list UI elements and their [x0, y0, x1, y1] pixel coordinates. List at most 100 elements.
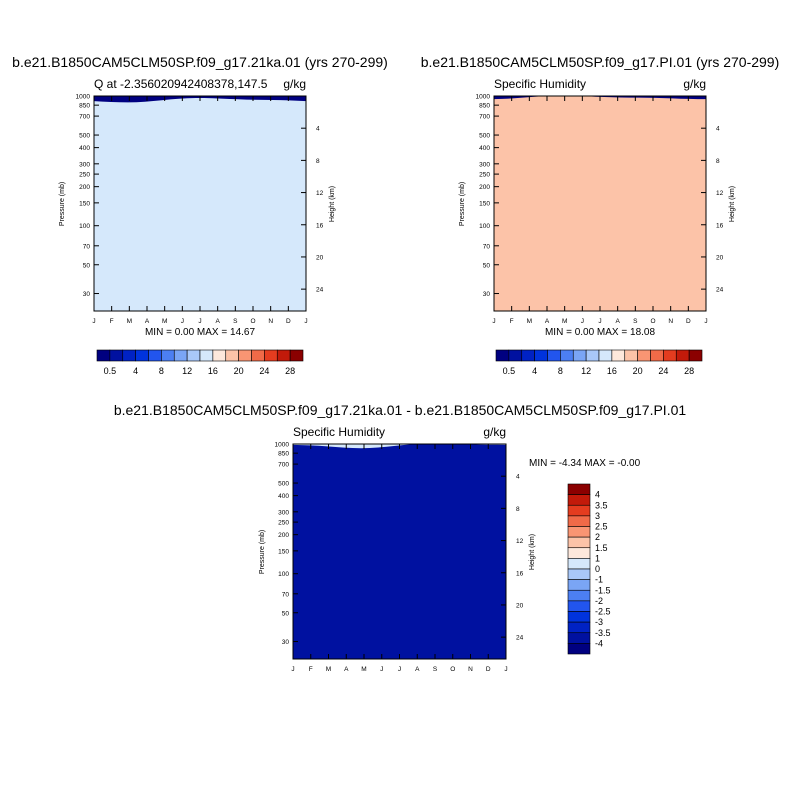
- y2-tick-label: 12: [516, 538, 524, 545]
- y-tick-label: 100: [479, 223, 490, 230]
- panel-1-y-axis-label: Pressure (mb): [59, 182, 66, 226]
- y-tick-label: 200: [479, 184, 490, 191]
- colorbar-box: [109, 349, 124, 362]
- x-tick-label: M: [361, 666, 366, 673]
- colorbar-box: [567, 568, 591, 580]
- colorbar-box: [650, 349, 664, 362]
- colorbar-box: [276, 349, 291, 362]
- x-tick-label: D: [686, 318, 691, 325]
- x-tick-label: A: [415, 666, 420, 673]
- colorbar-box: [251, 349, 265, 362]
- x-tick-label: S: [233, 318, 238, 325]
- x-tick-label: N: [268, 318, 273, 325]
- x-tick-label: A: [615, 318, 620, 325]
- panel-1-colorbar: 0.5 4 8 12 16 20 24 28: [96, 349, 304, 376]
- y-tick-label: 300: [278, 509, 289, 516]
- y-tick-label: 200: [79, 184, 90, 191]
- x-tick-label: M: [527, 318, 532, 325]
- y-tick-label: 30: [282, 639, 290, 646]
- y2-tick-label: 24: [316, 287, 324, 294]
- x-tick-label: M: [562, 318, 567, 325]
- contour-band: [94, 98, 306, 311]
- y2-tick-label: 12: [716, 190, 724, 197]
- y-tick-label: 250: [479, 172, 490, 179]
- x-tick-label: A: [545, 318, 550, 325]
- panel-3-colorbar: 43.532.521.510-1-1.5-2-2.5-3-3.5-4: [567, 483, 611, 655]
- x-tick-label: M: [326, 666, 331, 673]
- colorbar-box: [534, 349, 548, 362]
- x-tick-label: J: [198, 318, 201, 325]
- panel-2-title: b.e21.B1850CAM5CLM50SP.f09_g17.PI.01 (yr…: [421, 54, 780, 70]
- y2-tick-label: 4: [716, 126, 720, 133]
- y2-tick-label: 12: [316, 190, 324, 197]
- colorbar-label: -4: [595, 638, 603, 648]
- colorbar-label: -2: [595, 596, 603, 606]
- y2-tick-label: 8: [516, 506, 520, 513]
- x-tick-label: D: [486, 666, 491, 673]
- x-tick-label: O: [650, 318, 655, 325]
- colorbar-label: 3.5: [595, 500, 608, 510]
- y2-tick-label: 16: [716, 222, 724, 229]
- colorbar-box: [688, 349, 703, 362]
- y-tick-label: 100: [79, 223, 90, 230]
- x-tick-label: M: [127, 318, 132, 325]
- panel-3-right-label: g/kg: [483, 425, 506, 439]
- colorbar-box: [567, 632, 591, 644]
- y-tick-label: 70: [83, 243, 91, 250]
- x-tick-label: D: [286, 318, 291, 325]
- colorbar-label: -1.5: [595, 585, 611, 595]
- y-tick-label: 300: [479, 161, 490, 168]
- colorbar-label: 4: [133, 366, 138, 376]
- y2-tick-label: 20: [316, 254, 324, 261]
- x-tick-label: F: [110, 318, 114, 325]
- x-tick-label: J: [581, 318, 584, 325]
- y-tick-label: 150: [479, 200, 490, 207]
- panel-3-y2-axis-label: Height (km): [529, 534, 536, 570]
- panel-3-left-label: Specific Humidity: [293, 425, 385, 439]
- colorbar-label: 1.5: [595, 543, 608, 553]
- colorbar-box: [96, 349, 111, 362]
- colorbar-box: [148, 349, 162, 362]
- x-tick-label: M: [162, 318, 167, 325]
- colorbar-box: [264, 349, 278, 362]
- colorbar-label: 1: [595, 553, 600, 563]
- x-tick-label: S: [633, 318, 638, 325]
- colorbar-box: [199, 349, 214, 362]
- colorbar-box: [560, 349, 574, 362]
- colorbar-box: [547, 349, 561, 362]
- panel-2-left-label: Specific Humidity: [494, 77, 586, 91]
- y-tick-label: 850: [79, 103, 90, 110]
- y-tick-label: 500: [479, 133, 490, 140]
- y2-tick-label: 8: [316, 158, 320, 165]
- colorbar-label: 12: [182, 366, 192, 376]
- x-tick-label: N: [468, 666, 473, 673]
- x-tick-label: J: [291, 666, 294, 673]
- x-tick-label: J: [704, 318, 707, 325]
- y-tick-label: 400: [278, 493, 289, 500]
- colorbar-box: [637, 349, 651, 362]
- colorbar-box: [567, 515, 591, 527]
- y-tick-label: 70: [282, 591, 290, 598]
- y-tick-label: 400: [79, 145, 90, 152]
- panel-3-minmax: MIN = -4.34 MAX = -0.00: [529, 458, 641, 469]
- colorbar-box: [585, 349, 600, 362]
- y2-tick-label: 4: [516, 474, 520, 481]
- y2-tick-label: 8: [716, 158, 720, 165]
- x-tick-label: J: [304, 318, 307, 325]
- colorbar-box: [675, 349, 690, 362]
- colorbar-box: [173, 349, 188, 362]
- panel-3-plot-area: 30 50 70 100 150 200 250 300 400 500 700 850 1000 24 2…: [275, 442, 524, 674]
- y2-tick-label: 16: [316, 222, 324, 229]
- panel-1-plot-area: 30 50 70 100 150 200 250 300 400 500 700 850 1000 24 2…: [76, 94, 324, 326]
- y-tick-label: 850: [278, 451, 289, 458]
- y-tick-label: 700: [278, 462, 289, 469]
- x-tick-label: S: [433, 666, 438, 673]
- colorbar-label: 12: [581, 366, 591, 376]
- x-tick-label: O: [450, 666, 455, 673]
- colorbar-label: 28: [285, 366, 295, 376]
- x-tick-label: J: [380, 666, 383, 673]
- y-tick-label: 500: [278, 481, 289, 488]
- colorbar-box: [567, 526, 591, 538]
- colorbar-box: [186, 349, 201, 362]
